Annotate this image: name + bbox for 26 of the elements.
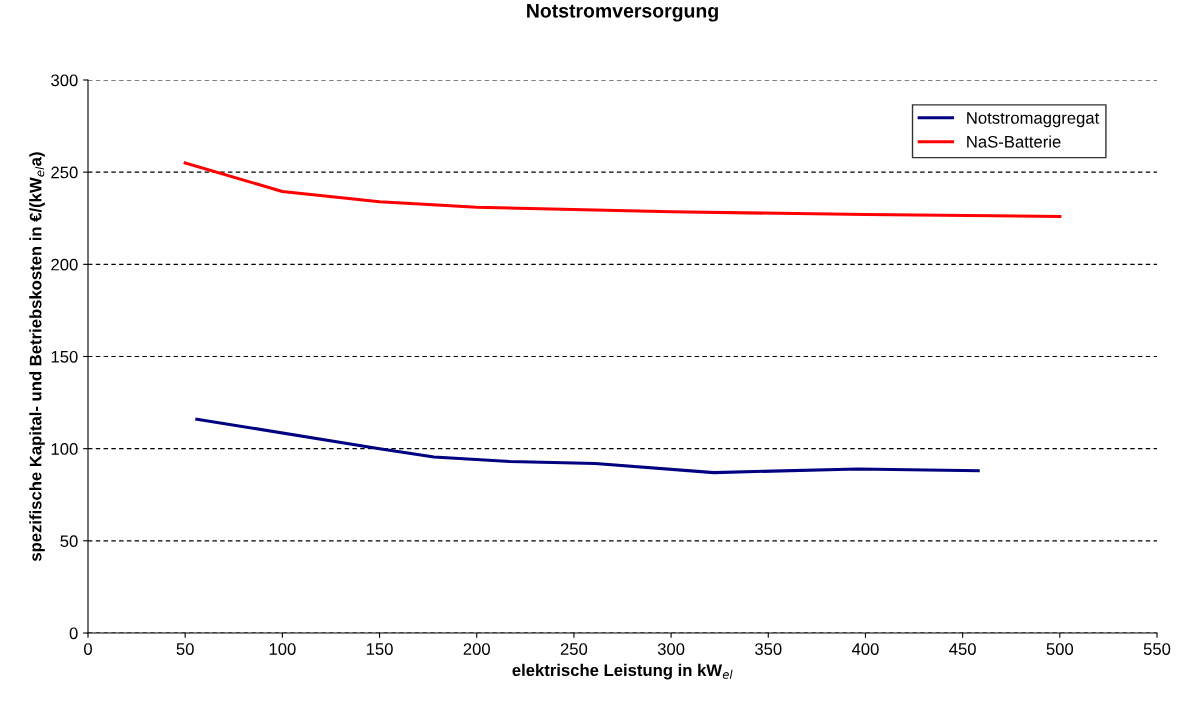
- x-tick-label: 50: [176, 643, 194, 655]
- y-tick-label: 50: [60, 535, 78, 548]
- line-series: [183, 161, 1062, 218]
- line-series: [195, 417, 980, 475]
- x-tick-label: 200: [463, 643, 490, 655]
- x-tick-label: 300: [657, 643, 685, 655]
- x-tick-label: 450: [949, 643, 976, 655]
- y-tick-label: 200: [51, 258, 78, 271]
- y-tick-label: 300: [51, 74, 78, 87]
- y-tick-label: 0: [69, 627, 78, 640]
- chart-title: Notstromversorgung: [527, 4, 718, 22]
- x-tick-label: 350: [755, 643, 782, 655]
- y-tick-label: 100: [51, 443, 78, 455]
- y-tick-label: 150: [51, 350, 78, 363]
- x-tick-label: 250: [560, 643, 588, 655]
- x-axis-title: elektrische Leistung in kW$_{el}$: [512, 663, 733, 680]
- y-tick-label: 250: [51, 166, 78, 179]
- x-tick-label: 550: [1143, 643, 1171, 655]
- legend-label: NaS-Batterie: [967, 135, 1061, 148]
- x-tick-label: 400: [851, 643, 879, 655]
- x-tick-label: 150: [366, 643, 393, 655]
- x-tick-label: 500: [1046, 643, 1074, 655]
- x-tick-label: 100: [269, 643, 296, 655]
- y-axis-title: spezifische Kapital- und Betriebskosten in €/(kW$_{el}$a): [29, 152, 45, 562]
- x-tick-label: 0: [84, 643, 92, 655]
- legend-label: Notstromaggregat: [967, 112, 1100, 128]
